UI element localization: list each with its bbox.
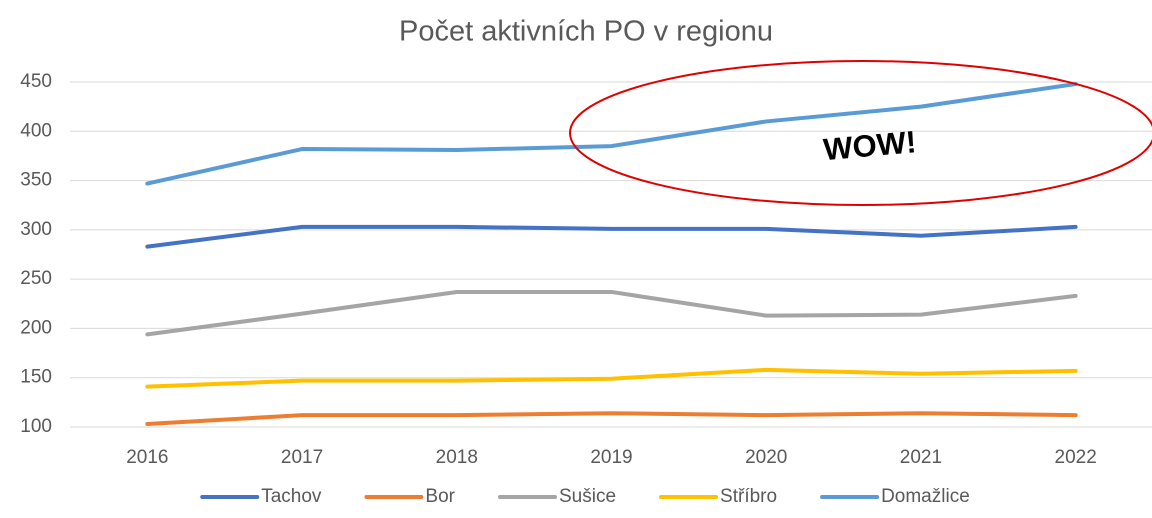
annotation-text: WOW! bbox=[822, 124, 918, 167]
y-tick-label: 300 bbox=[20, 219, 52, 240]
y-tick-label: 350 bbox=[20, 170, 52, 191]
y-tick-label: 100 bbox=[20, 416, 52, 437]
chart-title: Počet aktivních PO v regionu bbox=[399, 16, 773, 48]
y-tick-label: 150 bbox=[20, 367, 52, 388]
legend: Tachov Bor Sušice Stříbro Domažlice bbox=[200, 486, 970, 507]
x-tick-label: 2018 bbox=[436, 447, 478, 468]
series-line bbox=[145, 411, 1078, 427]
y-tick-label: 450 bbox=[20, 71, 52, 92]
series-line bbox=[145, 81, 1078, 186]
x-tick-label: 2020 bbox=[745, 447, 787, 468]
x-tick-label: 2021 bbox=[900, 447, 942, 468]
series-line bbox=[145, 224, 1078, 249]
x-tick-label: 2016 bbox=[126, 447, 168, 468]
legend-label: Stříbro bbox=[720, 486, 777, 507]
x-tick-label: 2022 bbox=[1055, 447, 1097, 468]
legend-label: Sušice bbox=[559, 486, 616, 507]
legend-label: Tachov bbox=[261, 486, 322, 507]
legend-label: Domažlice bbox=[881, 486, 970, 507]
series-line bbox=[145, 289, 1078, 337]
y-tick-label: 250 bbox=[20, 268, 52, 289]
y-tick-label: 200 bbox=[20, 317, 52, 338]
legend-label: Bor bbox=[425, 486, 455, 507]
y-tick-label: 400 bbox=[20, 120, 52, 141]
series-line bbox=[145, 367, 1078, 389]
x-tick-label: 2017 bbox=[281, 447, 323, 468]
annotation-ellipse bbox=[569, 60, 1152, 206]
x-tick-label: 2019 bbox=[590, 447, 632, 468]
